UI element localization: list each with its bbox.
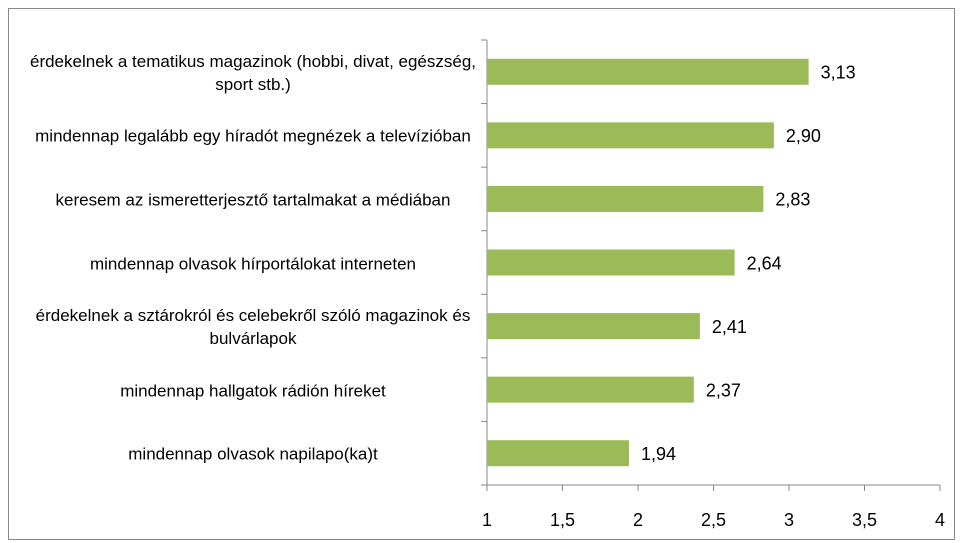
value-label: 2,41: [712, 317, 747, 337]
value-label: 2,37: [706, 380, 741, 400]
bar: [487, 58, 809, 85]
bar: [487, 122, 774, 149]
value-label: 3,13: [821, 63, 856, 83]
category-label: érdekelnek a sztárokról és celebekről sz…: [35, 306, 471, 349]
x-tick-label: 2: [633, 510, 643, 530]
category-label: érdekelnek a tematikus magazinok (hobbi,…: [29, 51, 477, 94]
x-tick-label: 1,5: [550, 510, 575, 530]
x-tick-label: 3: [784, 510, 794, 530]
value-label: 2,90: [786, 126, 821, 146]
bar: [487, 313, 700, 340]
bar: [487, 440, 629, 467]
category-label: keresem az ismeretterjesztő tartalmakat …: [55, 190, 451, 210]
chart-frame: [8, 8, 955, 540]
bar: [487, 376, 694, 403]
category-label: mindennap olvasok hírportálokat internet…: [89, 254, 417, 273]
category-label: mindennap legalább egy híradót megnézek …: [35, 126, 471, 146]
category-label: mindennap olvasok napilapo(ka)t: [128, 444, 378, 464]
value-label: 2,83: [775, 190, 810, 210]
category-label: mindennap hallgatok rádión híreket: [120, 381, 386, 401]
bar: [487, 249, 735, 276]
bar: [487, 185, 764, 212]
value-label: 1,94: [641, 444, 676, 464]
x-tick-label: 1: [482, 510, 492, 530]
x-tick-label: 2,5: [701, 510, 726, 530]
x-tick-label: 3,5: [852, 510, 877, 530]
x-tick-label: 4: [935, 510, 945, 530]
value-label: 2,64: [747, 253, 782, 273]
